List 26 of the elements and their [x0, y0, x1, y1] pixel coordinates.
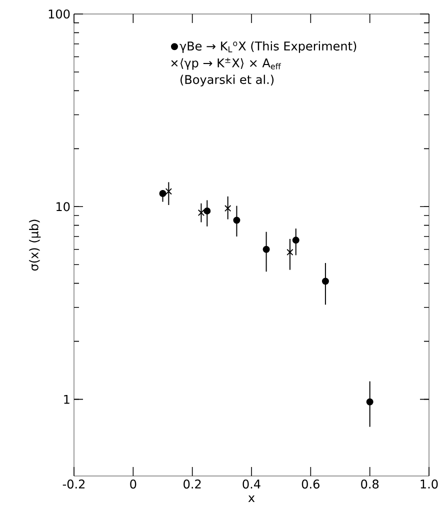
point [224, 205, 232, 212]
x-axis-title: x [248, 495, 255, 502]
x-tick-label: 0.6 [302, 480, 320, 489]
point [366, 398, 374, 406]
point [198, 209, 205, 216]
point [292, 236, 300, 244]
y-tick-label: 10 [56, 202, 70, 212]
y-tick-label: 100 [48, 9, 70, 19]
legend-label: ⟨γp → K$^{±}$X⟩ × A$_{eff}$ [180, 58, 282, 70]
point [286, 248, 294, 256]
x-tick-label: 0.8 [361, 480, 379, 489]
x-tick-label: -0.2 [62, 480, 85, 489]
legend-label: γBe → K$_{L}$$^{o}$X (This Experiment) [180, 41, 356, 53]
point [322, 278, 329, 285]
x-tick-label: 0.4 [242, 480, 260, 489]
point [233, 216, 240, 224]
x-tick-label: 1.0 [420, 480, 438, 489]
annotation: (Boyarski et al.) [180, 74, 274, 86]
point [165, 188, 172, 195]
point [159, 190, 166, 198]
point [204, 207, 211, 214]
y-axis-title: σ(x) (μb) [29, 220, 41, 271]
point [262, 246, 270, 253]
x-tick-label: 0 [130, 480, 136, 489]
x-tick-label: 0.2 [184, 480, 201, 489]
y-tick-label: 1 [64, 394, 70, 404]
